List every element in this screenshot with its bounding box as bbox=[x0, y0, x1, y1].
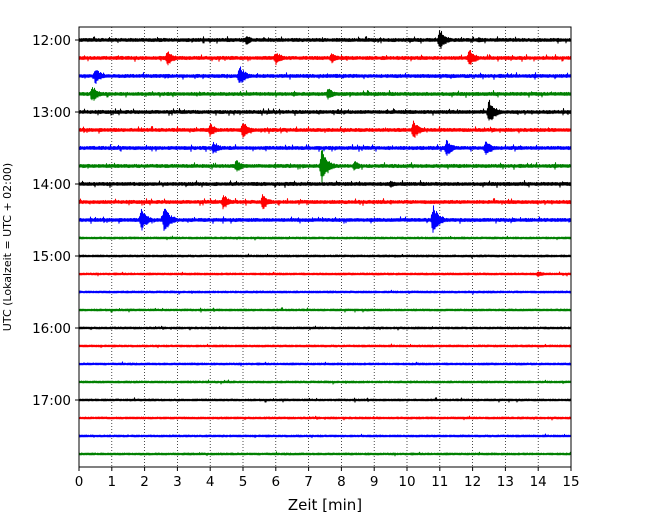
x-tick-label: 12 bbox=[464, 474, 481, 490]
y-tick-label: 14:00 bbox=[32, 177, 71, 193]
x-tick-label: 5 bbox=[239, 474, 248, 490]
trace-line bbox=[78, 433, 572, 439]
trace-line bbox=[78, 87, 572, 101]
x-tick-label: 14 bbox=[530, 474, 547, 490]
trace-line bbox=[78, 451, 572, 457]
x-tick-label: 1 bbox=[108, 474, 117, 490]
x-tick-label: 6 bbox=[272, 474, 281, 490]
grid-lines bbox=[111, 27, 539, 467]
y-tick-label: 12:00 bbox=[32, 33, 71, 49]
y-axis-ticks: 12:00 13:00 14:00 15:00 16:00 17:00 bbox=[32, 33, 79, 409]
y-axis-label: UTC (Lokalzeit = UTC + 02:00) bbox=[1, 163, 14, 331]
x-tick-label: 10 bbox=[398, 474, 415, 490]
trace-line bbox=[78, 325, 572, 331]
x-tick-label: 3 bbox=[173, 474, 182, 490]
trace-line bbox=[78, 139, 572, 156]
y-tick-label: 17:00 bbox=[32, 393, 71, 409]
x-tick-label: 11 bbox=[431, 474, 448, 490]
x-tick-label: 0 bbox=[75, 474, 84, 490]
trace-line bbox=[78, 150, 572, 185]
trace-line bbox=[78, 253, 572, 259]
x-tick-label: 13 bbox=[497, 474, 514, 490]
plot-frame bbox=[78, 26, 572, 468]
trace-line bbox=[78, 235, 572, 241]
trace-line bbox=[78, 66, 572, 84]
x-tick-label: 8 bbox=[337, 474, 346, 490]
trace-line bbox=[78, 30, 572, 49]
trace-line bbox=[78, 343, 572, 349]
trace-line bbox=[78, 180, 572, 188]
y-tick-label: 15:00 bbox=[32, 249, 71, 265]
trace-line bbox=[78, 120, 572, 138]
x-tick-label: 9 bbox=[370, 474, 379, 490]
x-tick-label: 7 bbox=[304, 474, 313, 490]
x-tick-label: 2 bbox=[140, 474, 149, 490]
y-tick-label: 16:00 bbox=[32, 321, 71, 337]
trace-line bbox=[78, 194, 572, 210]
trace-line bbox=[78, 271, 572, 278]
x-tick-label: 4 bbox=[206, 474, 215, 490]
trace-line bbox=[78, 49, 572, 66]
trace-line bbox=[78, 307, 572, 313]
x-axis-ticks: 0 1 2 3 4 5 6 7 8 9 10 11 12 13 14 15 bbox=[75, 467, 580, 490]
trace-line bbox=[78, 361, 572, 367]
y-tick-label: 13:00 bbox=[32, 105, 71, 121]
trace-line bbox=[78, 415, 572, 421]
trace-line bbox=[78, 289, 572, 295]
trace-line bbox=[78, 379, 572, 385]
trace-line bbox=[78, 397, 572, 403]
trace-line bbox=[78, 99, 572, 121]
trace-line bbox=[78, 205, 572, 233]
x-tick-label: 15 bbox=[562, 474, 579, 490]
x-axis-label: Zeit [min] bbox=[288, 496, 362, 514]
traces bbox=[78, 30, 572, 457]
